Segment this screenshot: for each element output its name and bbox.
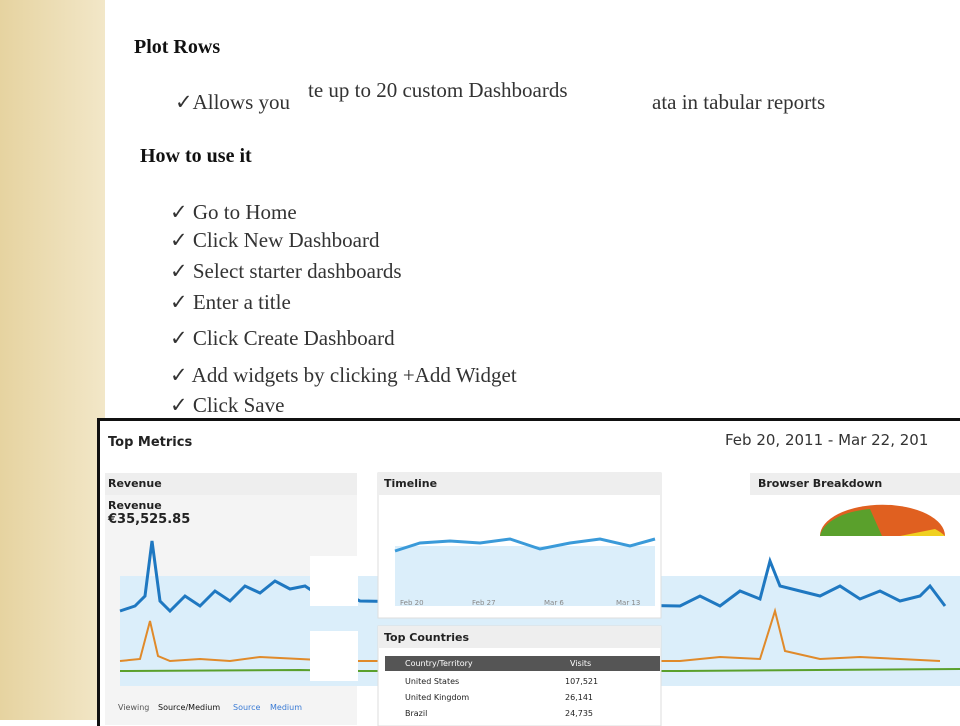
slide-margin [0,0,105,720]
table-cell: 107,521 [565,677,599,686]
bullet: ✓Allows you [175,90,291,114]
widget-title: Revenue [108,477,162,490]
widget-title: Timeline [384,477,438,490]
axis-label: Feb 27 [472,599,496,607]
heading: Plot Rows [134,36,221,58]
step: ✓ Click Create Dashboard [170,326,395,350]
heading: How to use it [140,145,252,167]
metric-value: €35,525.85 [108,512,191,527]
table-cell: United Kingdom [405,693,470,702]
metric-label: Revenue [108,499,162,512]
step: ✓ Add widgets by clicking +Add Widget [170,363,517,387]
bullet: te up to 20 custom Dashboards [308,78,568,102]
axis-label: Mar 13 [616,599,641,607]
tab: Source/Medium [158,703,221,712]
widget-title: Top Countries [384,631,470,644]
widget-title: Browser Breakdown [758,477,883,490]
axis-label: Mar 6 [544,599,564,607]
tab: Source [233,703,261,712]
table-header: Visits [570,659,592,668]
date-range: Feb 20, 2011 - Mar 22, 201 [725,431,929,449]
table-cell: 26,141 [565,693,593,702]
dashboard-screenshot: Top Metrics Feb 20, 2011 - Mar 22, 201 R… [97,418,960,726]
step: ✓ Click New Dashboard [170,228,380,252]
table-header: Country/Territory [405,659,473,668]
table-cell: Brazil [405,709,428,718]
step: ✓ Go to Home [170,200,297,224]
dashboard-title: Top Metrics [108,435,193,450]
bullet: ata in tabular reports [652,90,826,114]
step: ✓ Click Save [170,393,285,417]
step: ✓ Select starter dashboards [170,259,402,283]
tab: Medium [270,703,302,712]
table-cell: United States [405,677,460,686]
dashboard-art [100,421,960,726]
tab: Viewing [118,703,150,712]
step: ✓ Enter a title [170,290,291,314]
axis-label: Feb 20 [400,599,424,607]
table-cell: 24,735 [565,709,593,718]
